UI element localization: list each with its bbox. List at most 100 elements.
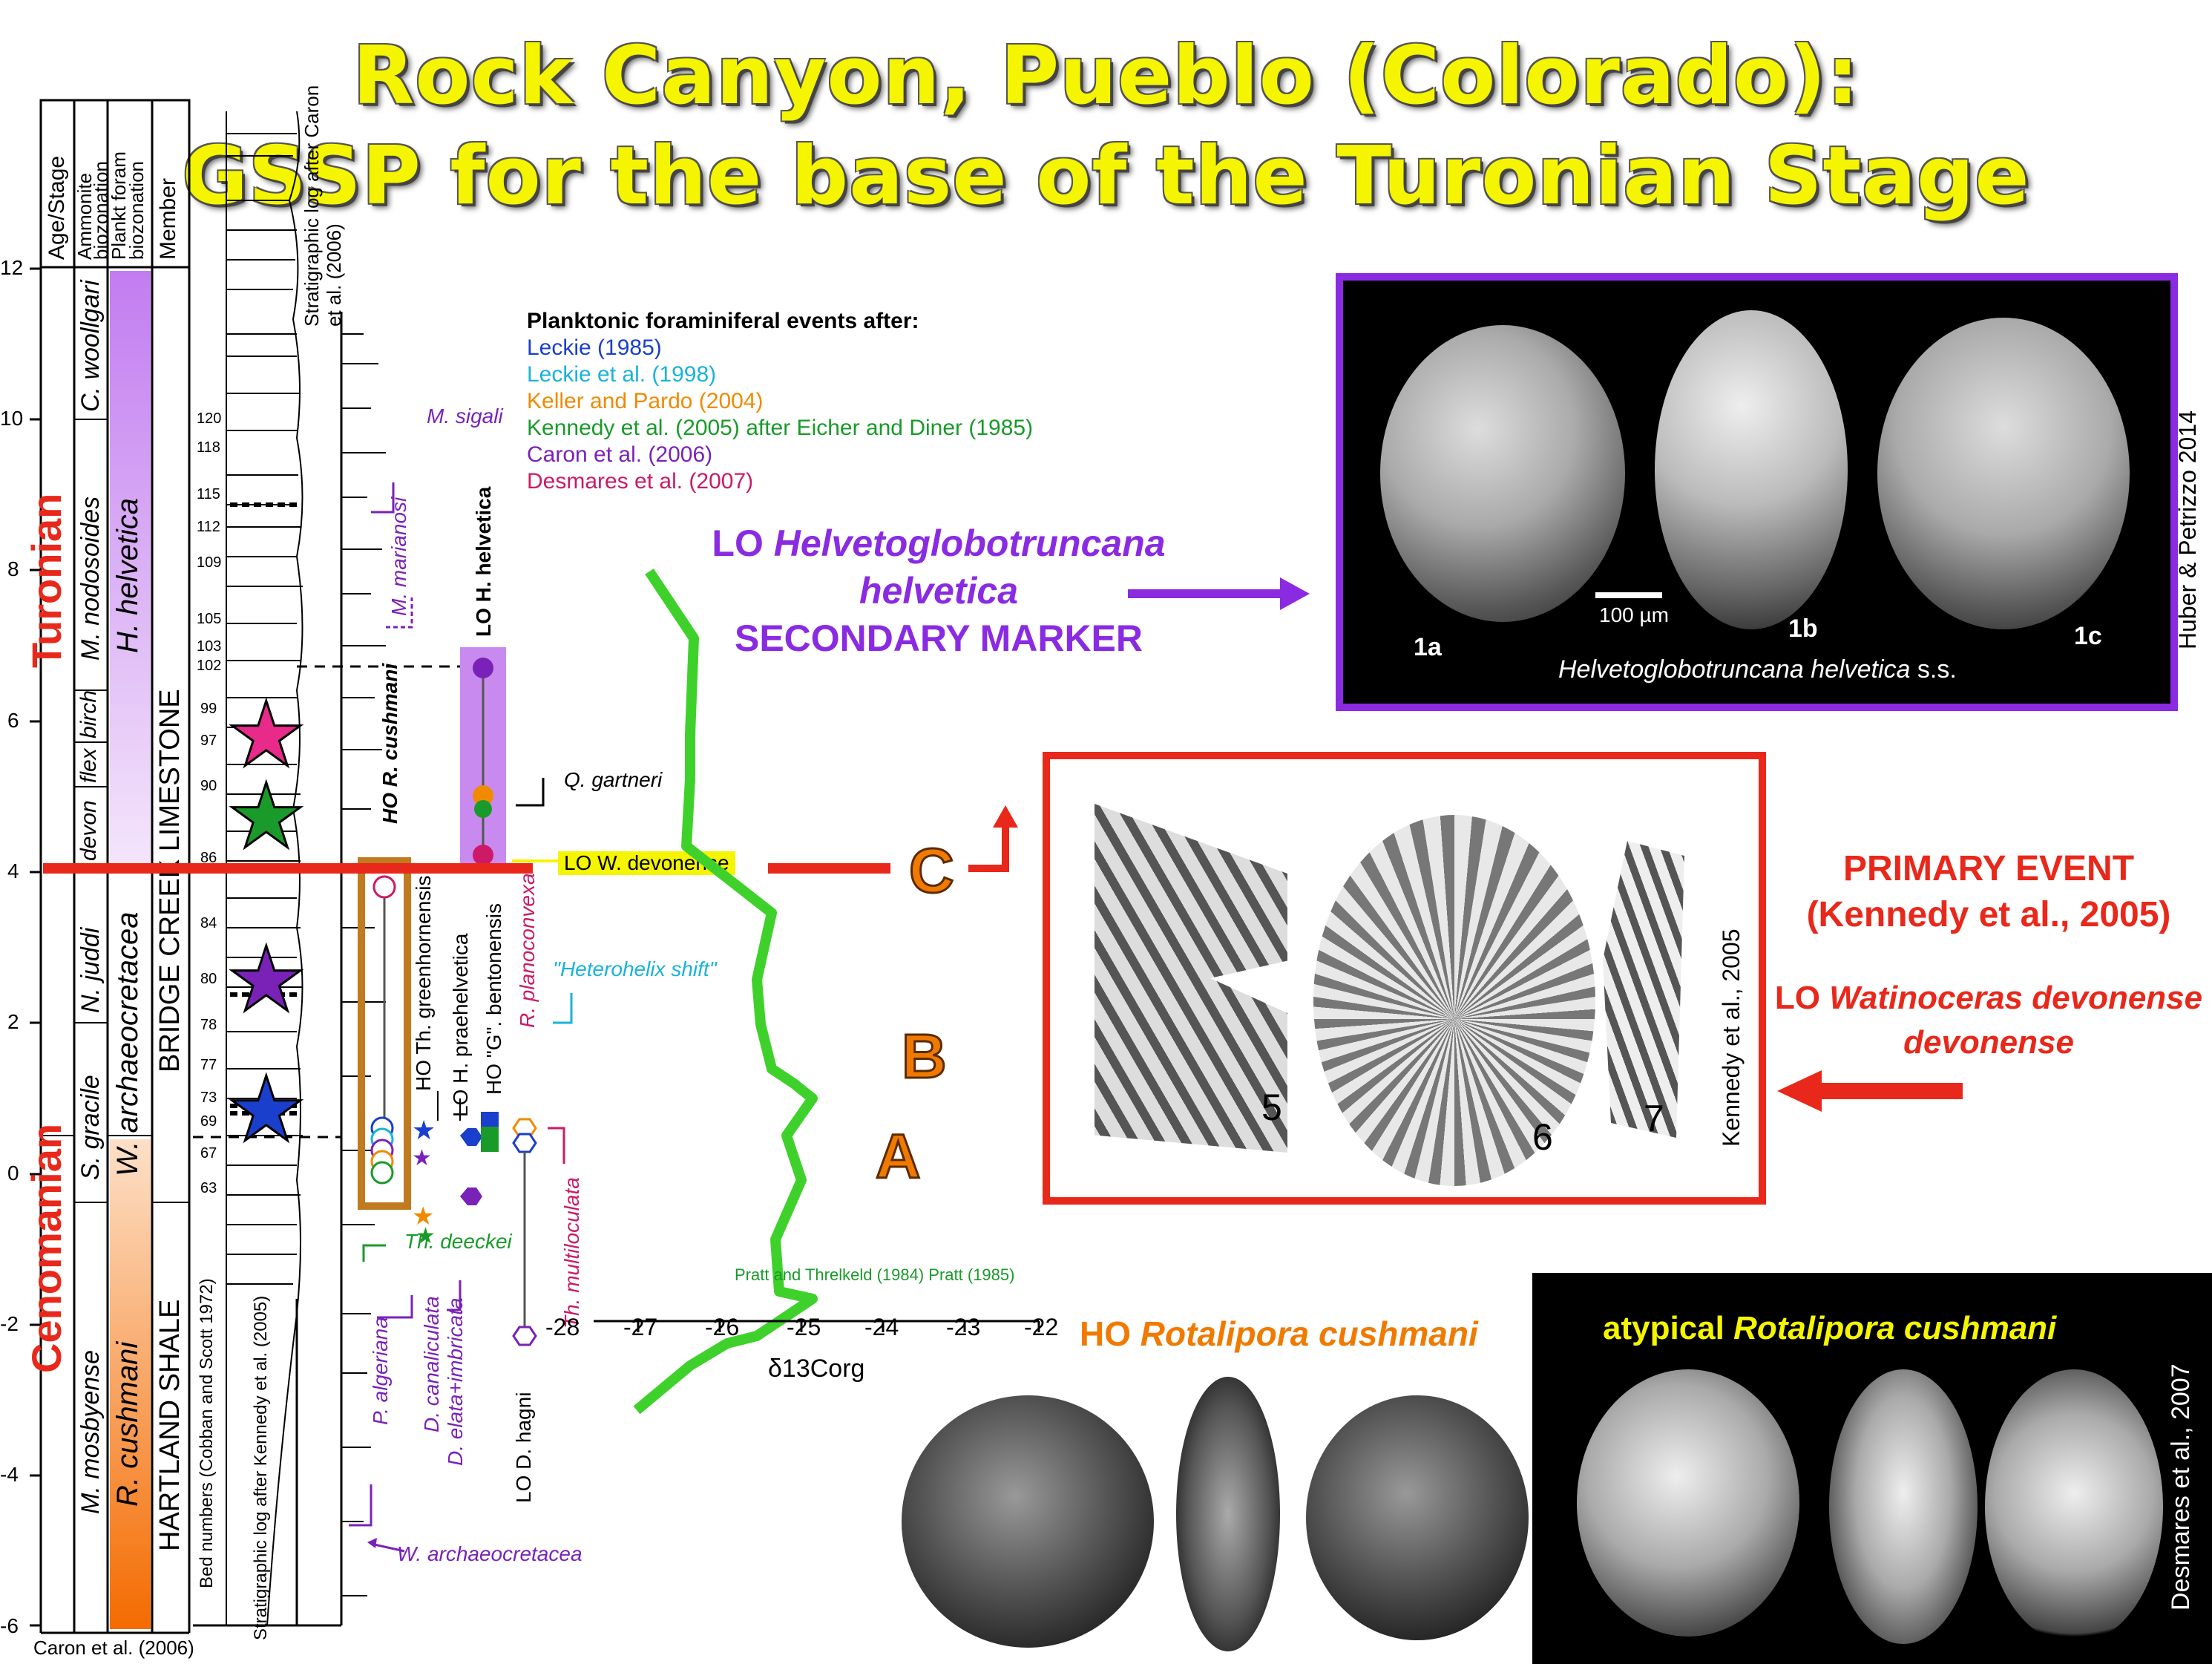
- event-m-sigali: M. sigali: [427, 404, 503, 428]
- bed-77: 77: [200, 1057, 217, 1073]
- marker-b: B: [901, 1021, 948, 1093]
- legend-heading: Planktonic foraminiferal events after:: [527, 309, 919, 333]
- event-ho-g-bentonensis: HO "G". bentonensis: [482, 903, 505, 1095]
- cushmani-label: HO Rotalipora cushmani: [1080, 1314, 1478, 1354]
- bed-69: 69: [200, 1113, 217, 1130]
- bed-112: 112: [197, 519, 220, 535]
- svg-text:★: ★: [412, 1146, 432, 1170]
- archaeocretacea-arrow: [367, 1538, 405, 1553]
- bed-105: 105: [197, 611, 222, 627]
- ammonite-zone-gracile: S. gracile: [76, 1075, 105, 1180]
- member-bridge-creek: BRIDGE CREEK LIMESTONE: [154, 689, 186, 1072]
- secondary-label: SECONDARY MARKER: [734, 618, 1143, 659]
- x-tick-minus22: -22: [1024, 1314, 1059, 1340]
- x-tick-minus24: -24: [864, 1314, 899, 1340]
- primary-source: (Kennedy et al., 2005): [1806, 895, 2171, 934]
- x-tick-minus27: -27: [623, 1314, 658, 1340]
- scale-bar: [1595, 592, 1662, 598]
- ammonite-specimen-6: [1313, 815, 1595, 1186]
- bed-115: 115: [197, 486, 220, 502]
- bed-78: 78: [200, 1017, 217, 1033]
- event-ho-th-greenhornensis: HO Th. greenhornensis: [412, 875, 435, 1091]
- stage-turonian: Turonian: [23, 493, 70, 668]
- ammonite-zone-juddi: N. juddi: [76, 927, 105, 1013]
- star-purple-icon: ★: [226, 930, 308, 1029]
- carbon-curve-line: [633, 569, 818, 1415]
- event-lo-h-helvetica: LO H. helvetica: [472, 486, 495, 637]
- legend-keller-pardo: Keller and Pardo (2004): [527, 389, 764, 413]
- event-r-planoconvexa: R. planoconvexa: [516, 873, 539, 1028]
- ammonite-zone-flex: flex: [76, 748, 101, 783]
- label-1c: 1c: [2074, 622, 2102, 650]
- x-tick-minus25: -25: [787, 1314, 821, 1340]
- helvetica-caption-name: Helvetoglobotruncana helvetica: [1558, 655, 1911, 684]
- carbon-xlabel: δ13Corg: [768, 1355, 865, 1383]
- y-tick-8: 8: [7, 557, 19, 580]
- event-markers: ★ ★ ★ ★: [349, 482, 573, 1527]
- ammonite-zone-devon: devon: [76, 800, 101, 861]
- y-tick-minus4: -4: [0, 1463, 19, 1486]
- secondary-marker-text: LO Helvetoglobotruncana helvetica SECOND…: [668, 520, 1210, 662]
- ammonite-zone-woollgari: C. woollgari: [76, 280, 105, 412]
- helvetica-specimen-1b: [1655, 310, 1848, 629]
- bed-67: 67: [200, 1145, 217, 1162]
- primary-title: PRIMARY EVENT: [1842, 849, 2135, 888]
- bed-63: 63: [200, 1180, 217, 1196]
- carbon-credit: Pratt and Threlkeld (1984) Pratt (1985): [735, 1265, 1015, 1284]
- star-pink-icon: ★: [226, 685, 308, 784]
- desmares-credit: Desmares et al., 2007: [2167, 1363, 2195, 1611]
- primary-subspecies: devonense: [1903, 1024, 2074, 1061]
- strat-log-caron-label: Stratigraphic log after Caron et al. (20…: [301, 85, 345, 327]
- legend-leckie-1998: Leckie et al. (1998): [527, 362, 717, 387]
- y-tick-4: 4: [7, 859, 19, 882]
- svg-text:★: ★: [416, 1224, 436, 1248]
- ammonite-image-panel: 5 6 7 Kennedy et al., 2005: [1043, 752, 1766, 1205]
- label-1b: 1b: [1788, 615, 1818, 643]
- legend-leckie-1985: Leckie (1985): [527, 335, 662, 360]
- label-7: 7: [1644, 1098, 1664, 1139]
- cushmani-specimen-3: [1306, 1395, 1529, 1640]
- helvetica-image-panel: 100 µm 1a 1b 1c Helvetoglobotruncana hel…: [1336, 273, 2178, 711]
- title-line-1: Rock Canyon, Pueblo (Colorado):: [352, 30, 1860, 122]
- helvetica-specimen-1a: [1380, 325, 1625, 622]
- y-tick-10: 10: [0, 407, 24, 430]
- event-lo-d-hagni: LO D. hagni: [512, 1392, 535, 1503]
- ammonite-zone-birch: birch: [76, 689, 101, 738]
- bed-90: 90: [200, 778, 217, 794]
- atypical-specimen-3: [1985, 1369, 2163, 1644]
- secondary-prefix: LO: [712, 523, 774, 564]
- x-tick-minus28: -28: [545, 1314, 580, 1340]
- title-line-2: GSSP for the base of the Turonian Stage: [182, 130, 2030, 223]
- gssp-line: [43, 863, 533, 874]
- y-tick-minus2: -2: [0, 1312, 19, 1335]
- cushmani-specimen-1: [902, 1395, 1154, 1648]
- event-d-elata: D. elata+imbricata: [444, 1297, 467, 1466]
- event-d-canaliculata: D. canaliculata: [420, 1296, 443, 1432]
- ammonite-specimen-5: [1094, 804, 1287, 1153]
- bed-73: 73: [200, 1090, 217, 1106]
- event-m-marianosi: M. marianosi: [387, 497, 410, 616]
- primary-arrow: [1777, 1070, 1963, 1112]
- label-5: 5: [1261, 1087, 1282, 1128]
- member-hartland: HARTLAND SHALE: [154, 1299, 186, 1551]
- y-tick-12: 12: [0, 256, 24, 279]
- primary-event-text: PRIMARY EVENT (Kennedy et al., 2005): [1759, 846, 2212, 938]
- carbon-isotope-chart: [594, 569, 1040, 1415]
- legend-kennedy: Kennedy et al. (2005) after Eicher and D…: [527, 416, 1034, 440]
- svg-text:★: ★: [412, 1115, 436, 1145]
- strat-log-kennedy-label: Stratigraphic log after Kennedy et al. (…: [251, 1295, 271, 1640]
- y-tick-0: 0: [7, 1162, 19, 1185]
- bed-80: 80: [200, 971, 217, 987]
- secondary-genus: Helvetoglobotruncana: [773, 523, 1166, 564]
- svg-text:★: ★: [412, 1202, 434, 1231]
- bed-109: 109: [197, 554, 222, 571]
- label-1a: 1a: [1414, 633, 1442, 661]
- event-lo-h-praehelvetica: LO H. praehelvetica: [449, 933, 472, 1117]
- header-ammonite: Ammonite biozonation: [73, 161, 112, 260]
- legend: Planktonic foraminiferal events after: L…: [527, 308, 1033, 495]
- bed-84: 84: [200, 915, 217, 931]
- bed-numbers-label: Bed numbers (Cobban and Scott 1972): [197, 1278, 217, 1588]
- event-q-gartneri: Q. gartneri: [564, 768, 663, 791]
- scale-label: 100 µm: [1599, 603, 1669, 626]
- stage-cenomanian: Cenomanian: [23, 1123, 70, 1373]
